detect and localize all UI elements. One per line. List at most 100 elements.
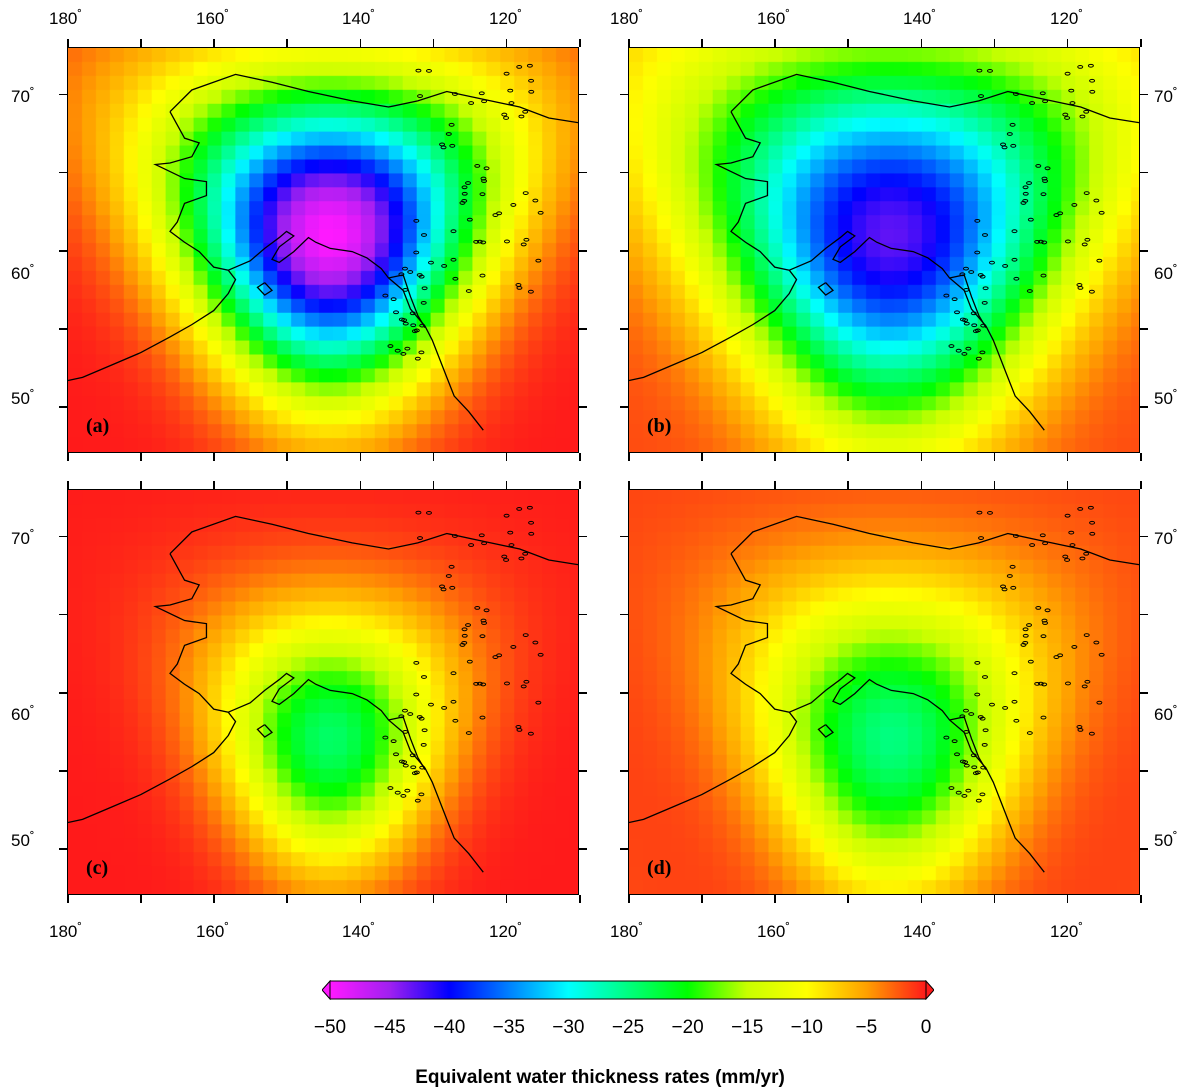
island-outline: [943, 735, 950, 740]
axis-tick: [1140, 171, 1148, 174]
island-outline: [404, 788, 411, 793]
island-outline: [1006, 574, 1013, 578]
island-outline: [1002, 264, 1009, 268]
island-outline: [393, 752, 400, 757]
panel-label-a: (a): [86, 415, 110, 437]
axis-tick: [59, 328, 67, 330]
island-outline: [466, 659, 473, 664]
island-outline: [976, 510, 983, 515]
axis-tick: [1140, 895, 1142, 903]
island-outline: [1062, 112, 1069, 117]
island-outline: [1096, 258, 1103, 263]
island-outline: [1009, 564, 1016, 569]
island-outline: [965, 346, 972, 351]
island-outline: [450, 229, 457, 234]
island-outline: [414, 798, 421, 803]
axis-tick: [213, 895, 215, 903]
island-outline: [414, 356, 421, 361]
island-outline: [977, 715, 984, 719]
island-outline: [413, 328, 420, 333]
island-outline: [1098, 210, 1105, 215]
axis-tick: [628, 481, 630, 489]
island-outline: [402, 288, 409, 292]
island-outline: [532, 640, 539, 645]
island-outline: [955, 348, 962, 353]
coastline-segment: [949, 716, 987, 771]
map-panel-a: (a): [67, 47, 579, 453]
map-panel-d: (d): [628, 489, 1140, 895]
island-outline: [522, 633, 529, 637]
colorbar-min-arrow: [321, 979, 331, 1001]
island-outline: [1083, 191, 1090, 195]
island-outline: [402, 321, 409, 326]
axis-tick: [286, 895, 288, 903]
colorbar-tick-label: −40: [433, 1017, 466, 1038]
lon-label-top-b-120: 120: [1050, 9, 1083, 29]
colorbar-tick-label: −25: [611, 1017, 645, 1038]
axis-tick: [140, 481, 142, 489]
axis-tick: [920, 39, 923, 47]
island-outline: [982, 233, 988, 237]
island-outline: [413, 660, 420, 665]
axis-tick: [620, 328, 628, 330]
axis-tick: [359, 453, 362, 461]
island-outline: [1041, 682, 1048, 687]
island-outline: [1042, 179, 1049, 183]
island-outline: [400, 793, 407, 798]
island-outline: [407, 712, 414, 716]
axis-tick: [286, 453, 288, 461]
island-outline: [951, 297, 958, 302]
island-outline: [1064, 513, 1071, 518]
island-outline: [1010, 143, 1017, 148]
axis-tick: [1140, 93, 1148, 96]
island-outline: [518, 114, 525, 119]
island-outline: [520, 684, 527, 689]
island-outline: [971, 323, 978, 328]
island-outline: [413, 770, 420, 775]
island-outline: [961, 793, 968, 798]
island-outline: [975, 798, 982, 803]
axis-tick: [359, 481, 362, 489]
island-outline: [528, 78, 535, 83]
island-outline: [1044, 166, 1051, 171]
island-outline: [1083, 551, 1090, 556]
island-outline: [503, 71, 510, 76]
lat-label-c-70: 70: [11, 529, 35, 549]
axis-tick: [1066, 895, 1069, 903]
island-outline: [954, 752, 961, 757]
island-outline: [532, 198, 539, 203]
axis-tick: [67, 453, 69, 461]
axis-tick: [920, 453, 923, 461]
axis-tick: [1140, 848, 1148, 850]
lon-label-top-b-160: 160: [757, 9, 790, 29]
axis-tick: [67, 481, 69, 489]
lon-label-bot-c-120: 120: [489, 922, 522, 942]
axis-tick: [579, 171, 587, 174]
axis-tick: [920, 481, 923, 489]
island-outline: [974, 660, 981, 665]
lon-label-top-a-140: 140: [342, 9, 375, 29]
axis-tick: [579, 250, 587, 252]
island-outline: [481, 541, 488, 546]
island-outline: [481, 621, 488, 625]
island-outline: [503, 681, 510, 686]
axis-tick: [628, 39, 630, 47]
island-outline: [970, 311, 977, 316]
island-outline: [1001, 587, 1008, 592]
island-outline: [404, 346, 411, 351]
island-outline: [398, 759, 405, 764]
island-outline: [1089, 531, 1096, 536]
coastline-segment: [169, 73, 578, 124]
island-outline: [417, 536, 424, 540]
axis-tick: [579, 535, 587, 538]
island-outline: [459, 201, 466, 205]
island-outline: [959, 317, 966, 322]
island-outline: [1087, 505, 1094, 510]
island-outline: [496, 653, 503, 658]
axis-tick: [920, 895, 923, 903]
island-outline: [1039, 533, 1046, 538]
coastline-b: [629, 63, 1139, 431]
island-outline: [528, 531, 535, 536]
axis-tick: [213, 39, 215, 47]
island-outline: [448, 122, 455, 127]
